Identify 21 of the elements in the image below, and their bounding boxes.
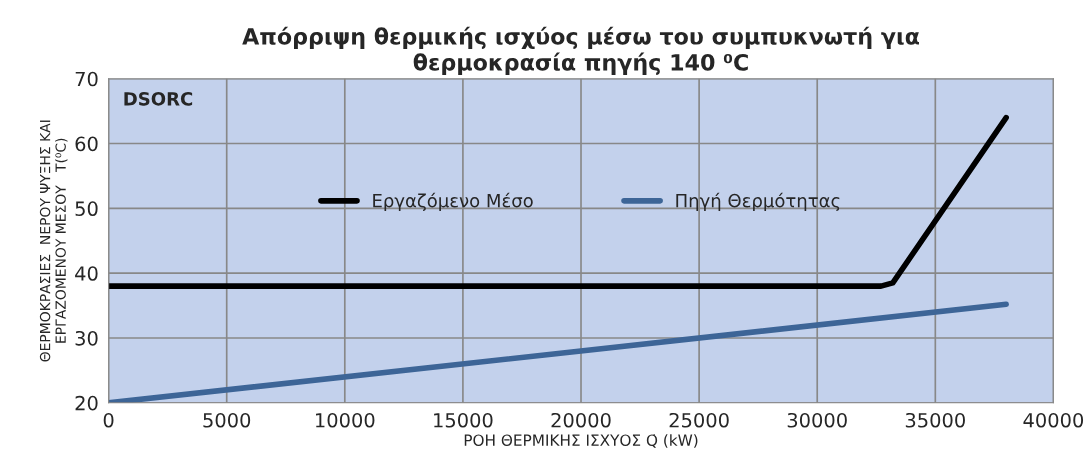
chart-title: Απόρριψη θερμικής ισχύος μέσω του συμπυκνωτή για θερμοκρασία πηγής 140 ⁰C — [242, 26, 919, 76]
y-axis-title: ΘΕΡΜΟΚΡΑΣΙΕΣ ΝΕΡΟΥ ΨΥΞΗΣ ΚΑΙ ΕΡΓΑΖΟΜΕΝΟΥ ΜΕΣΟΥ T(⁰C) — [39, 120, 68, 362]
x-tick-label: 25000 — [669, 412, 729, 428]
x-tick-label: 5000 — [203, 412, 251, 428]
x-tick-label: 20000 — [551, 412, 611, 428]
y-tick-label: 40 — [75, 266, 98, 281]
legend-label: Εργαζόμενο Μέσο — [373, 192, 533, 211]
annotation: DSORC — [124, 91, 193, 106]
y-tick-label: 60 — [75, 136, 98, 152]
y-tick-label: 70 — [75, 71, 98, 87]
x-tick-label: 15000 — [434, 412, 493, 428]
x-tick-label: 30000 — [787, 412, 847, 428]
y-tick-label: 50 — [75, 201, 98, 217]
x-tick-label: 40000 — [1023, 412, 1084, 428]
y-tick-label: 20 — [75, 395, 98, 411]
x-tick-label: 10000 — [316, 412, 375, 428]
y-tick-label: 30 — [75, 330, 98, 346]
legend-label: Πηγή Θερμότητας — [676, 192, 840, 211]
x-axis-title: ΡΟΗ ΘΕΡΜΙΚΗΣ ΙΣΧΥΟΣ Q̇ (kW) — [464, 434, 698, 448]
x-tick-label: 0 — [103, 412, 114, 428]
x-tick-label: 35000 — [905, 412, 965, 428]
